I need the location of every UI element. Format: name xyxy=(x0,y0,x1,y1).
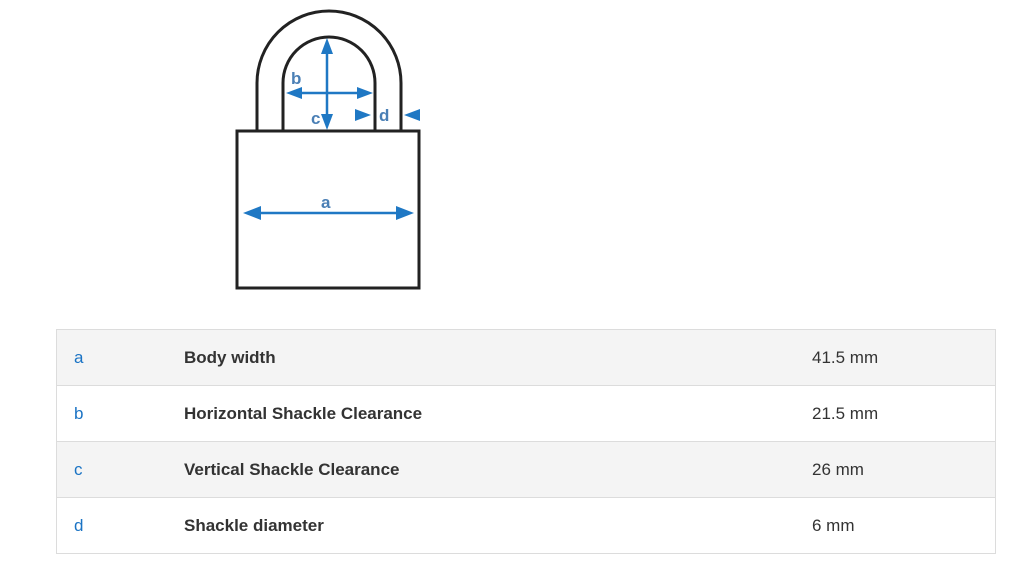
dimension-label: Horizontal Shackle Clearance xyxy=(184,385,812,442)
label-c: c xyxy=(311,109,320,128)
dimension-label: Shackle diameter xyxy=(184,497,812,554)
dimension-label: Body width xyxy=(184,329,812,386)
dimensions-table: a Body width 41.5 mm b Horizontal Shackl… xyxy=(56,329,996,554)
dimension-key: c xyxy=(56,441,184,498)
dimension-value: 6 mm xyxy=(812,497,996,554)
padlock-dimension-diagram: b c d a xyxy=(235,9,421,290)
table-row: a Body width 41.5 mm xyxy=(56,329,996,386)
label-d: d xyxy=(379,106,389,125)
shackle-outer xyxy=(255,9,403,131)
table-row: d Shackle diameter 6 mm xyxy=(56,497,996,554)
dimension-value: 26 mm xyxy=(812,441,996,498)
shackle-inner xyxy=(281,35,377,131)
dimension-key: a xyxy=(56,329,184,386)
dimension-key: b xyxy=(56,385,184,442)
arrow-d-left xyxy=(355,109,371,121)
dimension-label: Vertical Shackle Clearance xyxy=(184,441,812,498)
dimension-value: 41.5 mm xyxy=(812,329,996,386)
label-b: b xyxy=(291,69,301,88)
table-row: b Horizontal Shackle Clearance 21.5 mm xyxy=(56,385,996,442)
padlock-body xyxy=(235,129,421,290)
dimension-key: d xyxy=(56,497,184,554)
table-row: c Vertical Shackle Clearance 26 mm xyxy=(56,441,996,498)
dimension-value: 21.5 mm xyxy=(812,385,996,442)
arrow-d-right xyxy=(404,109,420,121)
label-a: a xyxy=(321,193,331,212)
